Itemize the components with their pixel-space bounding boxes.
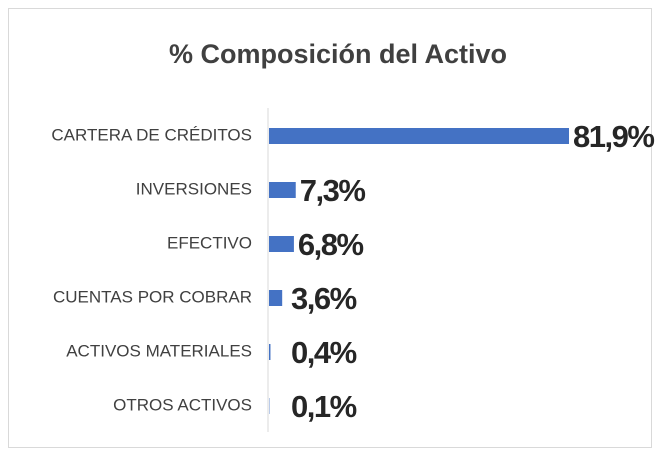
category-label: ACTIVOS MATERIALES (66, 341, 252, 360)
chart-title: % Composición del Activo (169, 39, 507, 69)
value-label: 0,4% (291, 335, 357, 370)
category-label: CUENTAS POR COBRAR (53, 287, 252, 306)
bar (269, 128, 569, 144)
value-label: 7,3% (300, 173, 366, 208)
category-label: INVERSIONES (136, 179, 252, 198)
category-label: EFECTIVO (167, 233, 252, 252)
bar (269, 290, 283, 306)
bar (269, 344, 271, 360)
bar (269, 182, 296, 198)
bar (269, 236, 294, 252)
value-label: 0,1% (291, 389, 357, 424)
value-label: 6,8% (298, 227, 364, 262)
category-label: CARTERA DE CRÉDITOS (51, 125, 252, 144)
category-label: OTROS ACTIVOS (113, 395, 252, 414)
chart-frame (8, 8, 652, 448)
value-label: 81,9% (573, 119, 654, 154)
value-label: 3,6% (291, 281, 357, 316)
